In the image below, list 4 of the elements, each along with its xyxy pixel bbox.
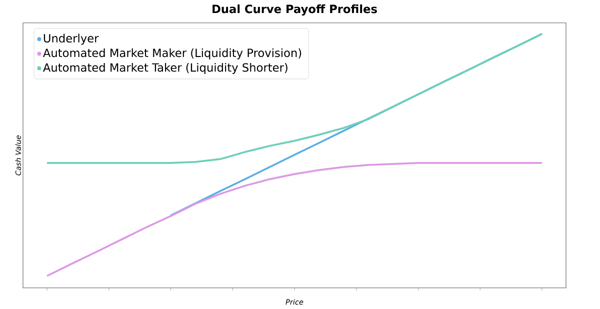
legend-label: Automated Market Taker (Liquidity Shorter): [43, 62, 288, 74]
legend-label: Underlyer: [44, 34, 99, 45]
chart-title: Dual Curve Payoff Profiles: [212, 4, 377, 16]
legend-label: Automated Market Maker (Liquidity Provision): [43, 48, 302, 60]
